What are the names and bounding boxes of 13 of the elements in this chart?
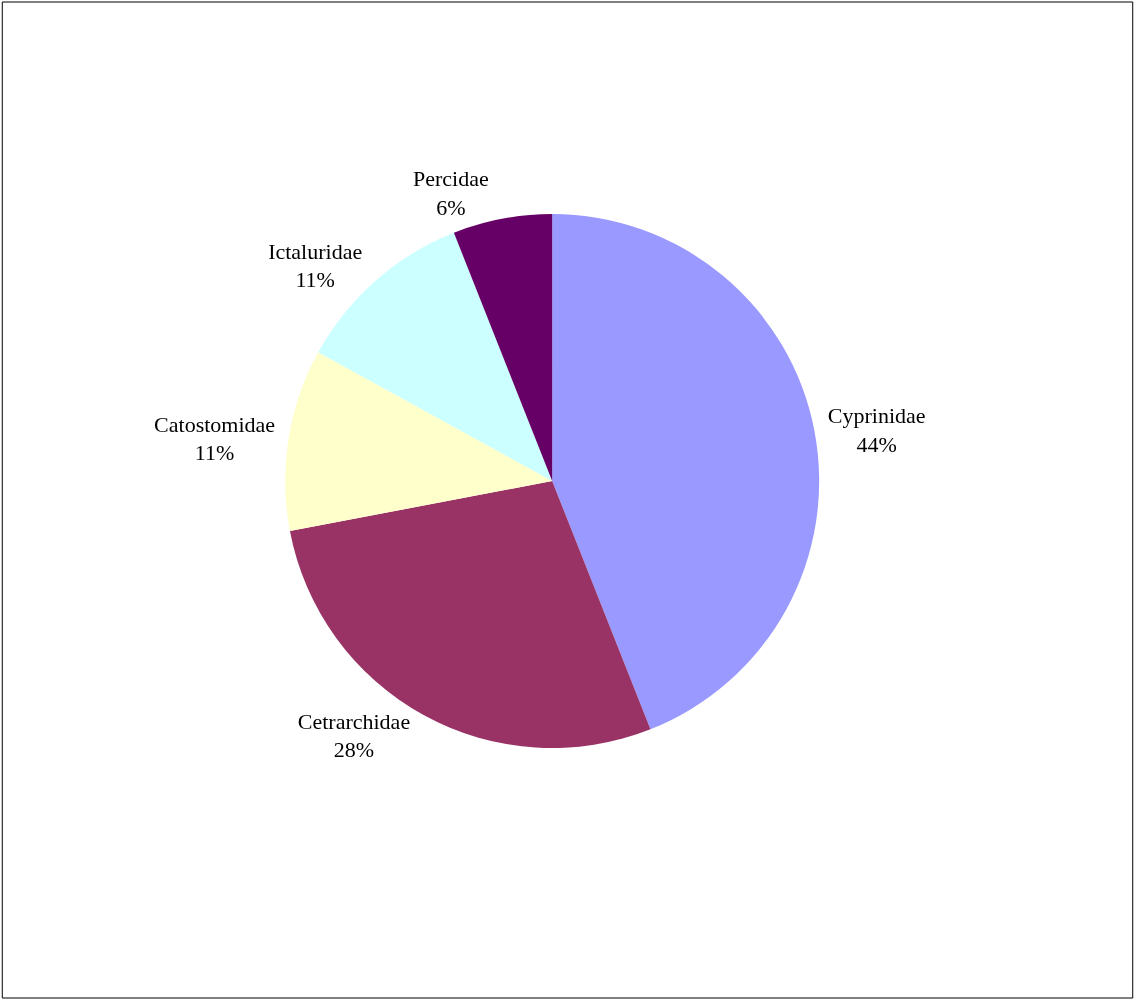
pie-slice [552, 214, 819, 730]
slice-label: Percidae [413, 166, 489, 192]
slice-label: Cyprinidae [827, 403, 926, 429]
data-label: 28% [333, 737, 375, 763]
pie-slice [285, 352, 553, 532]
data-label: 6% [436, 194, 466, 220]
slice-label: Cetrarchidae [297, 708, 411, 734]
pie-slice [453, 214, 553, 481]
data-label: 44% [856, 431, 897, 457]
slice-label: Catostomidae [154, 411, 276, 437]
data-label: 11% [194, 440, 235, 466]
data-label: 11% [295, 267, 335, 293]
slice-label: Ictaluridae [268, 238, 363, 264]
